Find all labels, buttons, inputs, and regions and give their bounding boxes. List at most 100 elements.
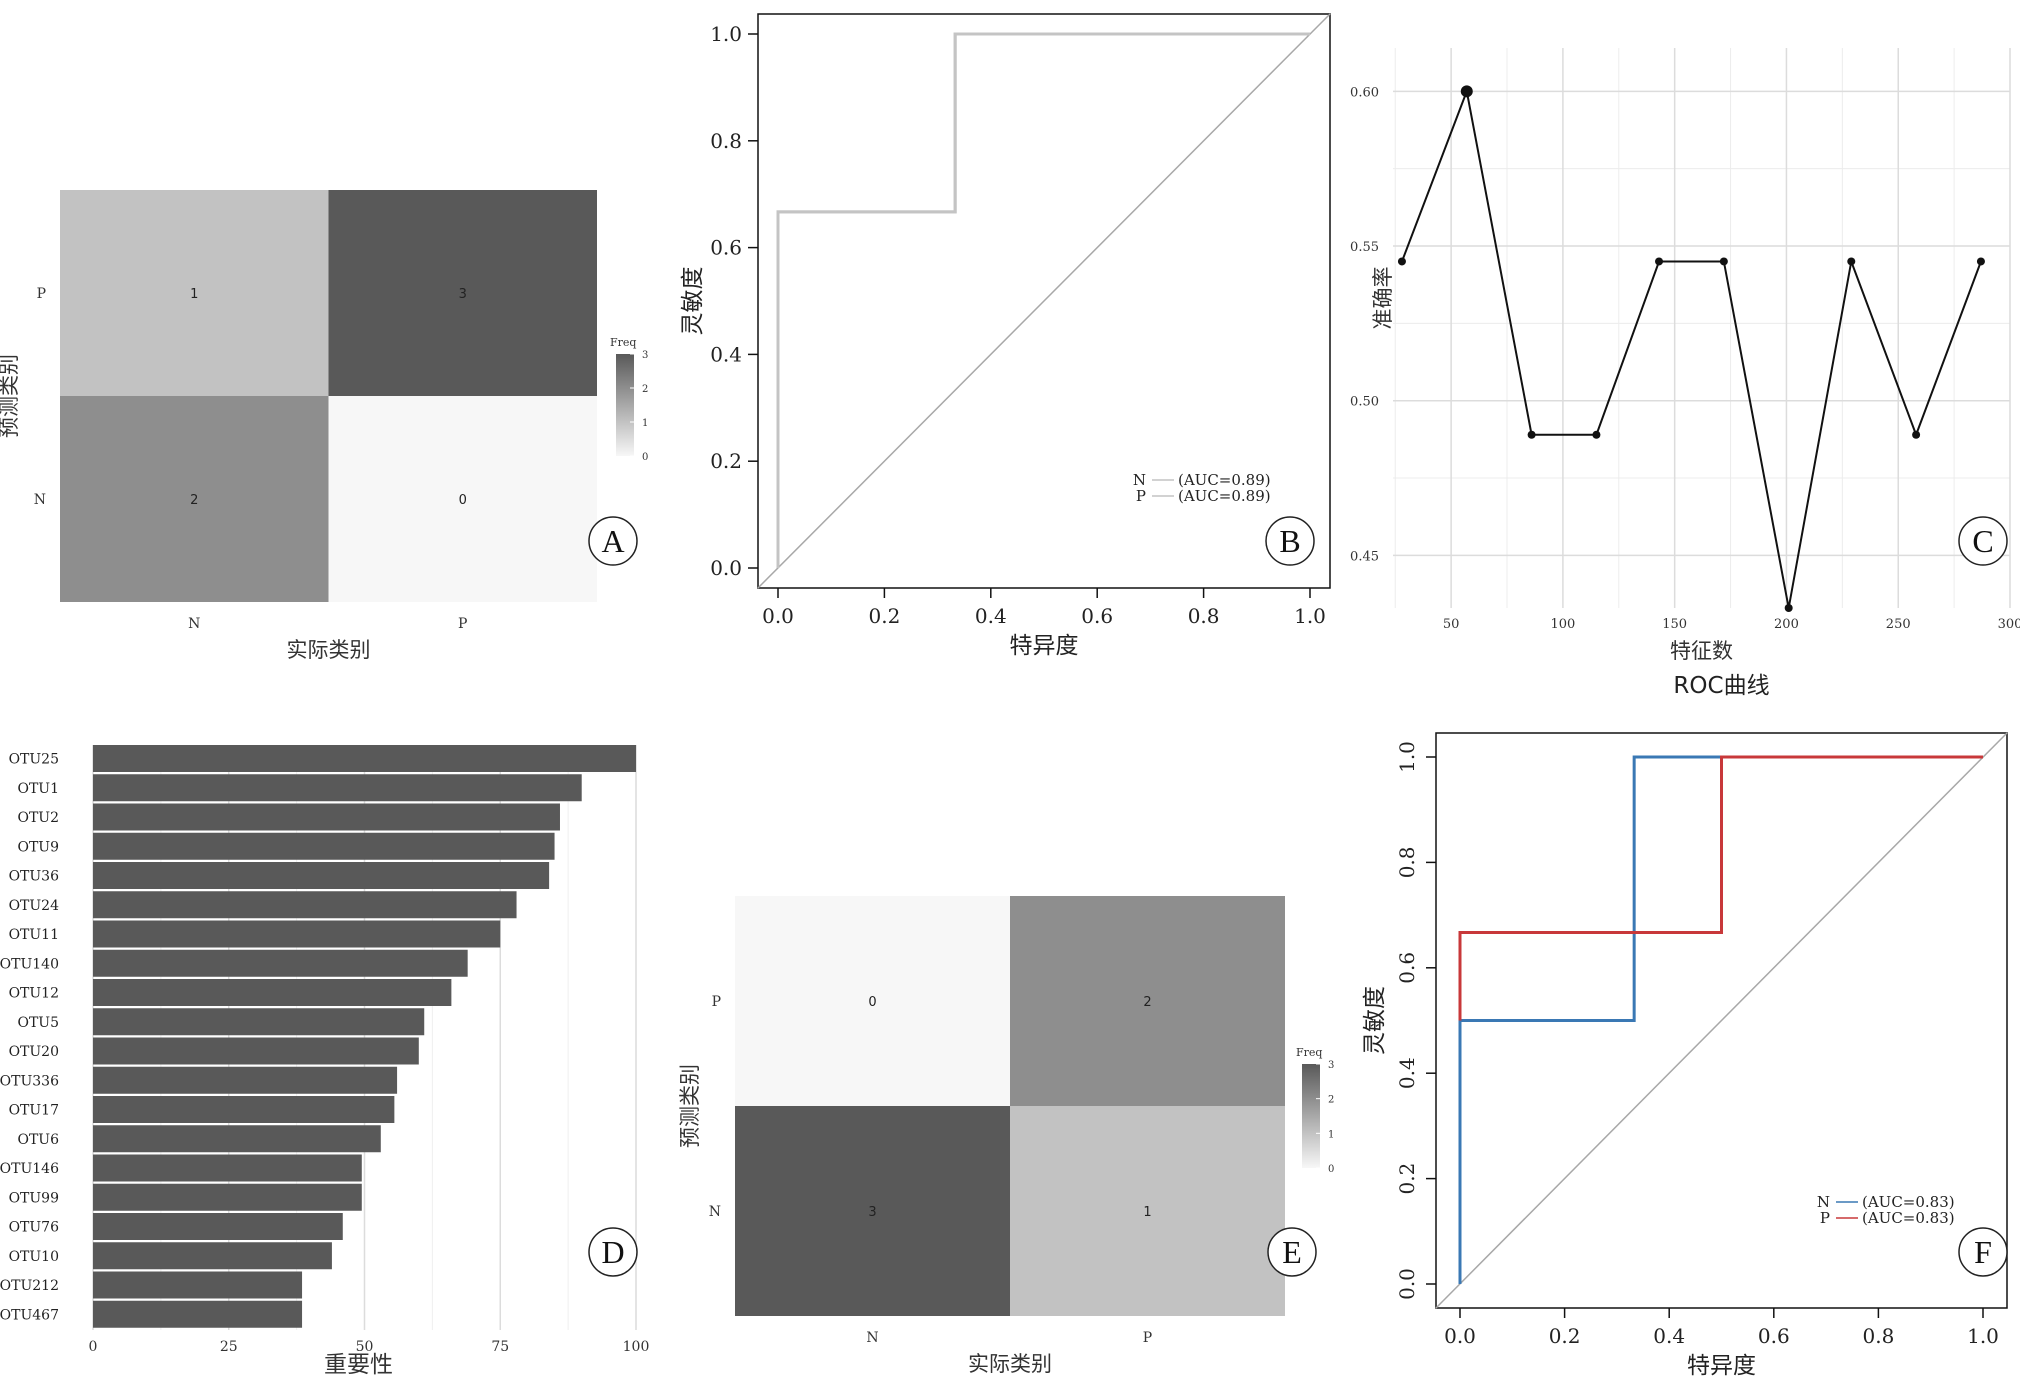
data-point xyxy=(1719,257,1728,266)
x-axis-title: 特异度 xyxy=(1687,1353,1756,1377)
y-tick-label: 0.4 xyxy=(710,342,742,366)
importance-bar xyxy=(93,745,636,772)
chance-diagonal xyxy=(757,13,1331,589)
heatmap-cell-label: 0 xyxy=(868,995,876,1010)
panel-letter-circle xyxy=(1958,516,2008,566)
x-tick-label: 50 xyxy=(1443,617,1460,632)
x-tick-label: 0.2 xyxy=(868,604,900,628)
chance-diagonal xyxy=(1435,732,2008,1309)
legend-colorbar xyxy=(1302,1064,1320,1168)
legend-colorbar xyxy=(616,354,634,456)
importance-bar xyxy=(93,1242,332,1270)
y-tick-label: 0.6 xyxy=(1395,952,1419,984)
plot-frame xyxy=(757,13,1331,589)
bar-category-label: OTU25 xyxy=(9,752,59,768)
accuracy-line xyxy=(1401,87,1982,609)
x-tick-label: 100 xyxy=(1550,617,1575,632)
bar-category-label: OTU11 xyxy=(9,927,59,943)
x-tick-label: 0.2 xyxy=(1549,1324,1581,1348)
x-tick-label: P xyxy=(1143,1330,1152,1346)
heatmap-cell-label: 3 xyxy=(868,1205,876,1220)
legend-title: Freq xyxy=(1296,1046,1322,1059)
y-tick-label: P xyxy=(712,994,721,1010)
data-point xyxy=(1784,604,1793,612)
y-tick-label: N xyxy=(34,492,46,508)
bar-category-label: OTU2 xyxy=(17,810,59,826)
bar-category-label: OTU12 xyxy=(9,986,59,1002)
importance-bar xyxy=(93,920,501,948)
panel-b-roc-curve: 0.0 0.2 0.4 0.6 0.8 1.0 0.0 0.2 0.4 0.6 0.8 1.0 N (AU… xyxy=(680,13,1331,659)
roc-line-p xyxy=(1458,755,1983,1021)
x-tick-label: 0.4 xyxy=(1653,1324,1685,1348)
y-tick-label: 0.45 xyxy=(1350,549,1379,564)
x-tick-label: 25 xyxy=(220,1339,238,1355)
bar-category-label: OTU99 xyxy=(9,1190,59,1206)
x-tick-label: 300 xyxy=(1998,617,2020,632)
bar-category-label: OTU212 xyxy=(0,1278,59,1294)
panel-letter: A xyxy=(601,523,624,559)
bar-category-label: OTU6 xyxy=(17,1132,59,1148)
legend-tick-label: 1 xyxy=(642,418,648,429)
heatmap-cell-label: 3 xyxy=(459,287,467,302)
data-point xyxy=(1655,257,1664,266)
legend-tick-label: 0 xyxy=(1328,1164,1334,1175)
y-tick-label: 1.0 xyxy=(710,22,742,46)
bar-category-label: OTU24 xyxy=(9,898,60,914)
importance-bar xyxy=(93,891,517,919)
importance-bar xyxy=(93,1300,303,1328)
importance-bar xyxy=(93,949,468,977)
importance-bar xyxy=(93,862,550,889)
y-tick-label: 0.8 xyxy=(1395,846,1419,878)
panel-letter: F xyxy=(1974,1234,1992,1270)
y-axis-title: 预测类别 xyxy=(0,354,21,438)
legend-tick-label: 3 xyxy=(1328,1060,1334,1071)
panel-letter-circle xyxy=(1267,1227,1317,1277)
bar-category-label: OTU36 xyxy=(9,869,60,885)
data-point xyxy=(1592,430,1601,439)
bar-category-label: OTU467 xyxy=(0,1307,59,1323)
panel-letter: B xyxy=(1279,523,1300,559)
panel-d-importance-bars: 0 25 50 75 100 OTU25 OTU1 OTU2 OTU9 OTU36 OTU24 OTU… xyxy=(0,745,649,1377)
bar-category-label: OTU20 xyxy=(9,1044,59,1060)
data-point xyxy=(1527,430,1536,439)
x-axis-title: 重要性 xyxy=(324,1352,393,1377)
x-tick-label: 150 xyxy=(1662,617,1687,632)
x-axis-title: 特征数 xyxy=(1670,639,1733,663)
y-tick-label: N xyxy=(709,1204,721,1220)
heatmap-cell-label: 1 xyxy=(190,287,198,302)
legend-tick-label: 2 xyxy=(1328,1095,1334,1106)
panel-f-roc-curve: 0.0 0.2 0.4 0.6 0.8 1.0 0.0 0.2 0.4 0.6 0.8 1.0 N (AU… xyxy=(1362,673,2008,1377)
heatmap-cell xyxy=(735,1106,1010,1316)
x-tick-label: 200 xyxy=(1774,617,1799,632)
bar-category-label: OTU1 xyxy=(17,781,59,797)
chart-title: ROC曲线 xyxy=(1673,673,1769,699)
x-tick-label: 0 xyxy=(89,1339,98,1355)
heatmap-cell xyxy=(1010,1106,1285,1316)
data-point xyxy=(1397,257,1406,266)
heatmap-cell xyxy=(735,896,1010,1106)
x-tick-label: 0.6 xyxy=(1081,604,1113,628)
y-axis-title: 灵敏度 xyxy=(1362,986,1388,1055)
panel-letter-circle xyxy=(588,1227,638,1277)
roc-line-p xyxy=(776,32,1310,568)
y-tick-label: 0.60 xyxy=(1350,85,1379,100)
x-tick-label: 50 xyxy=(356,1339,374,1355)
y-axis-title: 灵敏度 xyxy=(680,267,706,336)
legend-key: N xyxy=(1817,1193,1830,1211)
x-tick-label: 75 xyxy=(491,1339,509,1355)
x-tick-label: 1.0 xyxy=(1294,604,1326,628)
y-tick-label: 1.0 xyxy=(1395,741,1419,773)
heatmap-cell xyxy=(328,190,597,396)
y-tick-label: 0.0 xyxy=(1395,1268,1419,1300)
legend-label: (AUC=0.89) xyxy=(1178,471,1271,489)
x-tick-label: 100 xyxy=(623,1339,650,1355)
panel-letter: D xyxy=(601,1234,624,1270)
importance-bar xyxy=(93,1008,425,1036)
heatmap-cell-label: 2 xyxy=(190,493,198,508)
heatmap-cell xyxy=(60,396,329,602)
bar-category-label: OTU17 xyxy=(9,1103,59,1119)
legend-tick-label: 0 xyxy=(642,452,648,463)
legend-title: Freq xyxy=(610,336,636,349)
bar-category-label: OTU9 xyxy=(17,839,59,855)
